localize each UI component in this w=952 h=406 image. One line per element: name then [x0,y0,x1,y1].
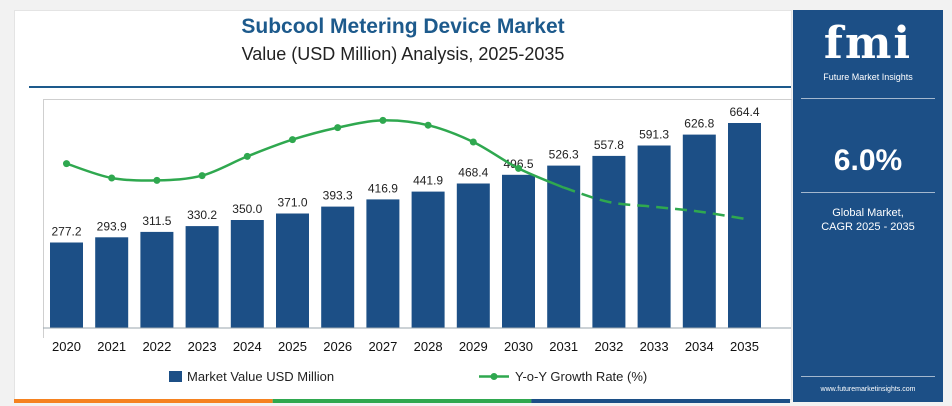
growth-point-2026 [334,124,342,132]
growth-point-2028 [424,121,432,129]
x-tick-label: 2034 [685,339,714,354]
x-tick-label: 2026 [323,339,352,354]
bar-value-label: 664.4 [729,105,759,119]
legend-bar-swatch [169,371,182,382]
market-chart: 277.2 2020 293.9 2021 311.5 2022 330.2 2023 350.… [43,105,791,384]
bar-value-label: 591.3 [639,128,669,142]
bar-2021 [95,237,129,328]
x-tick-label: 2020 [52,339,81,354]
bar-value-label: 350.0 [232,202,262,216]
bar-value-label: 277.2 [51,225,81,239]
bar-value-label: 416.9 [368,181,398,195]
growth-point-2021 [108,174,116,182]
bar-value-label: 557.8 [594,138,624,152]
bar-2026 [321,206,355,328]
bar-2033 [637,145,671,328]
chart-subtitle: Value (USD Million) Analysis, 2025-2035 [241,44,565,64]
logo-subtitle: Future Market Insights [823,72,913,82]
bar-2029 [456,183,490,328]
bar-2025 [276,213,309,328]
bar-value-label: 441.9 [413,174,443,188]
x-tick-label: 2029 [459,339,488,354]
panel-divider-bottom [801,376,935,377]
cagr-label: Global Market, CAGR 2025 - 2035 [793,206,943,234]
cagr-label-line1: Global Market, [832,207,904,219]
growth-point-2020 [63,160,70,168]
x-tick-label: 2035 [730,339,759,354]
bottom-bar-segment [14,399,273,403]
bar-value-label: 496.5 [503,157,533,171]
side-panel: fmi Future Market Insights 6.0% Global M… [793,10,943,402]
bar-2023 [185,226,219,328]
growth-point-2023 [198,172,206,180]
bar-value-label: 526.3 [549,148,579,162]
x-tick-label: 2022 [142,339,171,354]
panel-divider-middle [801,192,935,193]
x-tick-label: 2028 [414,339,443,354]
growth-line-dashed [563,186,745,221]
bar-value-label: 311.5 [142,214,171,228]
x-tick-label: 2027 [368,339,397,354]
panel-divider-top [801,98,935,99]
bar-2035 [728,123,761,328]
cagr-label-line2: CAGR 2025 - 2035 [821,221,915,233]
bar-2032 [592,155,626,328]
growth-point-2027 [379,116,387,124]
legend-line-label: Y-o-Y Growth Rate (%) [515,369,647,384]
bar-value-label: 371.0 [277,196,307,210]
x-tick-label: 2023 [188,339,217,354]
bar-2030 [502,174,535,328]
x-tick-label: 2031 [549,339,578,354]
bottom-bar-segment [531,399,790,403]
title-divider [29,86,791,88]
growth-point-2025 [289,136,296,144]
plot-frame [43,99,792,338]
bar-value-label: 293.9 [97,219,127,233]
growth-line-solid [66,119,565,189]
bar-2031 [547,165,581,328]
bar-2020 [50,242,83,328]
x-tick-label: 2032 [594,339,623,354]
fmi-logo: fmi [823,18,913,69]
bar-2022 [140,231,174,328]
bar-value-label: 468.4 [458,166,488,180]
bar-value-label: 330.2 [187,208,217,222]
bar-2024 [230,220,264,328]
bar-value-label: 626.8 [684,117,714,131]
bar-value-label: 393.3 [323,189,353,203]
x-tick-label: 2025 [278,339,307,354]
growth-point-2024 [243,152,251,160]
bottom-color-bar [14,399,790,403]
bar-2034 [682,134,716,328]
growth-point-2029 [469,138,477,146]
x-tick-label: 2024 [233,339,262,354]
legend-line-marker [490,373,498,380]
growth-point-2030 [515,164,522,172]
growth-point-2022 [153,176,161,184]
cagr-value: 6.0% [833,144,903,177]
bar-2028 [411,191,445,328]
bottom-bar-segment [272,399,532,403]
legend-bar-label: Market Value USD Million [187,369,334,384]
website-url: www.futuremarketinsights.com [820,386,916,393]
bar-2027 [366,199,400,328]
x-tick-label: 2030 [504,339,533,354]
chart-card: Subcool Metering Device Market Value (US… [14,10,792,400]
x-tick-label: 2033 [640,339,669,354]
chart-title: Subcool Metering Device Market [241,15,565,38]
x-tick-label: 2021 [97,339,126,354]
